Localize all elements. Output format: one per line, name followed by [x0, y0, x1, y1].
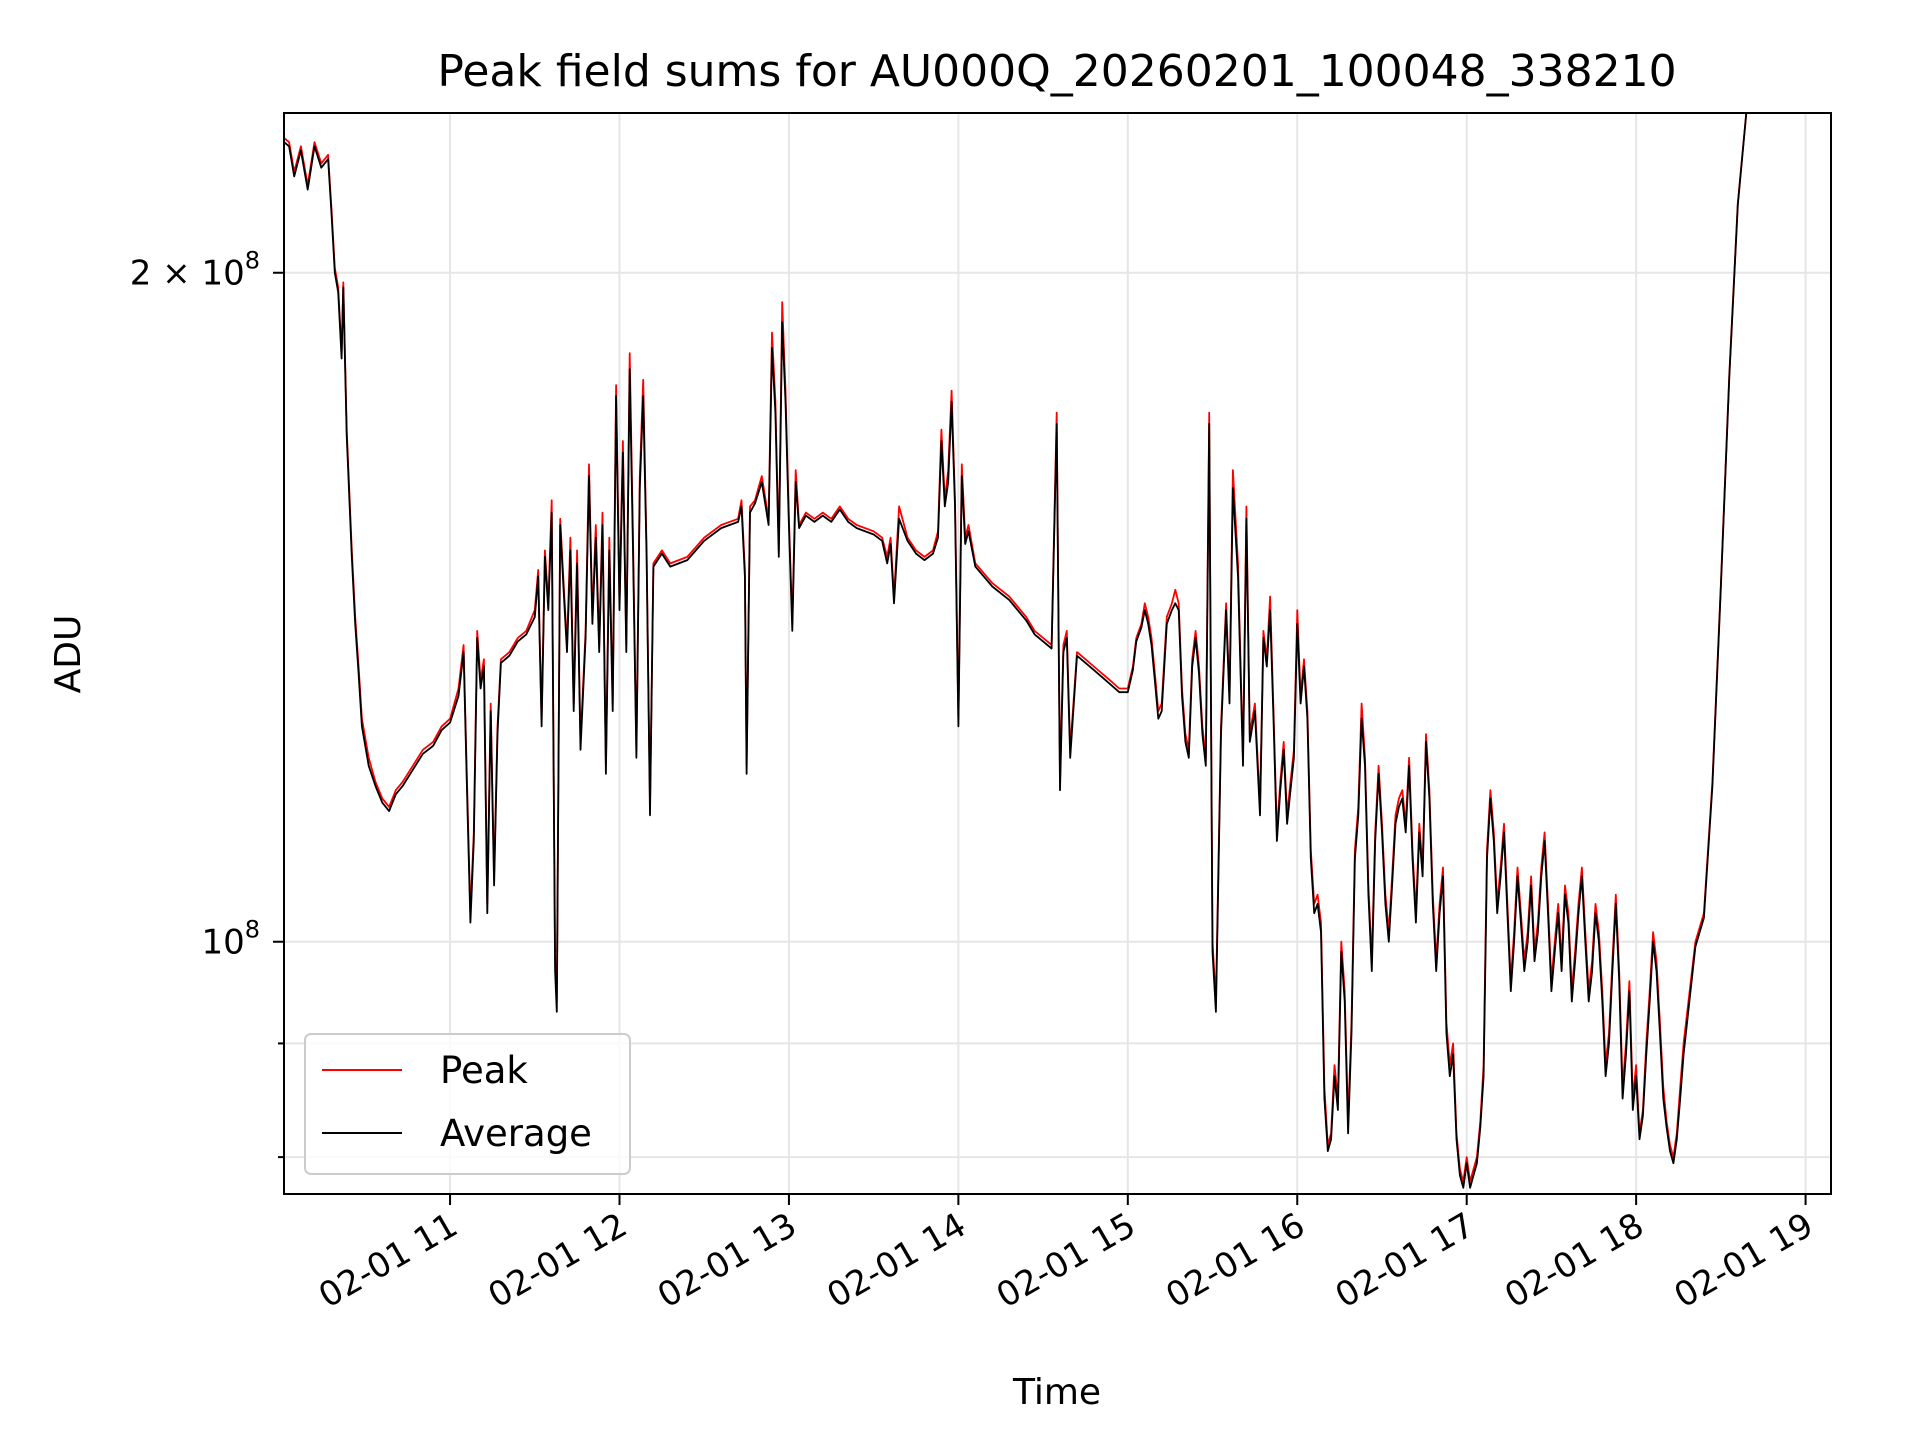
series-line-average	[284, 113, 1831, 1189]
x-axis-label: Time	[1012, 1372, 1101, 1413]
legend-label-peak: Peak	[440, 1049, 528, 1092]
y-tick-label-base-0: 10	[201, 923, 244, 963]
plot-area	[284, 113, 1831, 1194]
y-axis-label: ADU	[48, 615, 89, 694]
y-tick-label-1: 2 × 108	[130, 247, 260, 294]
y-tick-label-exponent-1: 8	[245, 247, 260, 275]
series-layer	[284, 113, 1831, 1189]
y-tick-label-base-1: 2 × 10	[130, 254, 245, 294]
legend-label-average: Average	[440, 1112, 592, 1155]
axes-frame	[283, 112, 1832, 1195]
legend: Peak Average	[304, 1033, 631, 1175]
y-tick-label-exponent-0: 8	[245, 916, 260, 944]
y-tick-label-0: 108	[201, 916, 260, 963]
chart-title: Peak field sums for AU000Q_20260201_1000…	[437, 46, 1676, 97]
grid-layer	[284, 113, 1831, 1194]
